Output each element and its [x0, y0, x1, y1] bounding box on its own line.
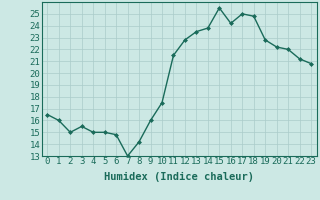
X-axis label: Humidex (Indice chaleur): Humidex (Indice chaleur) [104, 172, 254, 182]
